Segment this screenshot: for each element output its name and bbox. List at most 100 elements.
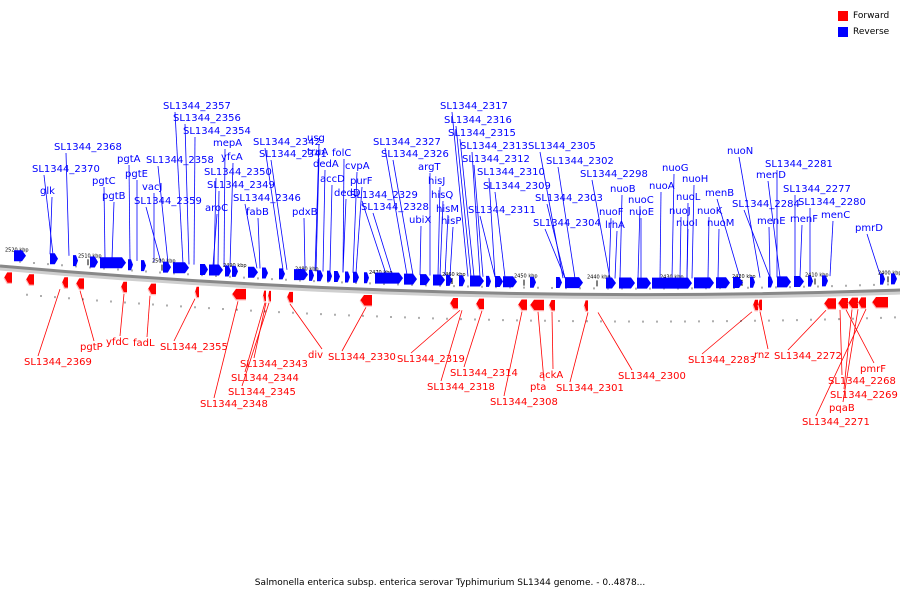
reverse-label-connector — [679, 216, 682, 279]
reverse-label-connector — [314, 143, 320, 272]
forward-label-sl1344-2300: SL1344_2300 — [618, 371, 686, 382]
reverse-gene-arrow — [750, 276, 755, 288]
genome-caption: Salmonella enterica subsp. enterica sero… — [254, 578, 646, 588]
reverse-label-nuon: nuoN — [727, 146, 753, 157]
forward-label-sl1344-2269: SL1344_2269 — [830, 390, 898, 401]
reverse-label-connector — [157, 165, 169, 264]
forward-label-connector — [843, 309, 853, 390]
reverse-gene-arrow — [225, 265, 231, 277]
legend-reverse-label: Reverse — [853, 27, 890, 37]
reverse-gene-arrow — [141, 260, 146, 272]
reverse-label-mepa: mepA — [213, 138, 242, 149]
reverse-label-connector — [451, 111, 469, 277]
reverse-label-connector — [270, 159, 288, 270]
forward-label-sl1344-2301: SL1344_2301 — [556, 383, 624, 394]
legend-item-forward: Forward — [838, 8, 889, 24]
forward-label-connector — [537, 311, 545, 382]
reverse-label-connector — [392, 159, 414, 275]
reverse-gene-arrow — [345, 271, 350, 283]
forward-label-sl1344-2348: SL1344_2348 — [200, 399, 268, 410]
reverse-label-nuoi: nuoI — [676, 218, 698, 229]
reverse-gene-arrow — [733, 277, 743, 289]
forward-gene-arrow — [838, 297, 848, 309]
forward-gene-arrow — [360, 295, 372, 307]
scale-label: 2500 kbp — [152, 259, 176, 265]
forward-gene-shadow — [359, 300, 372, 307]
forward-label-sl1344-2272: SL1344_2272 — [774, 351, 842, 362]
reverse-label-connector — [315, 157, 320, 272]
reverse-label-connector — [459, 138, 475, 277]
forward-gene-arrow — [76, 278, 84, 290]
forward-label-sl1344-2318: SL1344_2318 — [427, 382, 495, 393]
reverse-label-sl1344-2370: SL1344_2370 — [32, 164, 100, 175]
reverse-gene-arrow — [619, 277, 635, 289]
reverse-label-connector — [257, 217, 261, 269]
reverse-label-mend: menD — [756, 170, 786, 181]
reverse-gene-arrow — [880, 273, 885, 285]
forward-gene-shadow — [529, 304, 544, 312]
forward-label-connector — [842, 309, 859, 403]
reverse-label-connector — [557, 166, 576, 279]
reverse-label-connector — [322, 169, 326, 272]
reverse-gene-arrow — [200, 264, 208, 276]
scale-label: 2400 kbp — [878, 270, 900, 276]
reverse-label-sl1344-2304: SL1344_2304 — [533, 218, 601, 229]
reverse-label-connector — [716, 198, 741, 279]
reverse-label-sl1344-2277: SL1344_2277 — [783, 184, 851, 195]
scale-label: 2460 kbp — [442, 272, 466, 278]
forward-label-pqab: pqaB — [829, 403, 855, 414]
reverse-gene-arrow — [317, 270, 323, 282]
forward-gene-arrow — [858, 297, 866, 309]
reverse-gene-arrow — [716, 277, 730, 289]
reverse-label-connector — [479, 215, 496, 278]
forward-gene-arrow — [753, 299, 758, 311]
reverse-label-connector — [264, 147, 284, 270]
reverse-gene-arrow — [173, 262, 189, 274]
reverse-label-sl1344-2342: SL1344_2342 — [253, 137, 321, 148]
forward-gene-shadow — [475, 303, 484, 311]
reverse-label-sl1344-2359: SL1344_2359 — [134, 196, 202, 207]
reverse-label-nuoc: nuoC — [628, 195, 654, 206]
forward-gene-shadow — [847, 302, 858, 310]
reverse-label-connector — [471, 151, 481, 277]
forward-gene-shadow — [757, 304, 762, 312]
reverse-label-connector — [342, 158, 345, 273]
reverse-label-connector — [717, 228, 720, 279]
forward-label-fadl: fadL — [133, 338, 155, 349]
reverse-label-pgtc: pgtC — [92, 176, 116, 187]
reverse-gene-arrow — [364, 272, 369, 284]
scale-label: 2510 kbp — [78, 253, 102, 259]
forward-gene-shadow — [231, 294, 246, 301]
forward-gene-shadow — [752, 305, 758, 312]
reverse-label-accd: accD — [320, 174, 345, 185]
reverse-gene-arrow — [279, 268, 285, 280]
reverse-gene-arrow — [503, 276, 517, 288]
forward-gene-shadow — [837, 303, 848, 310]
reverse-label-sl1344-2309: SL1344_2309 — [483, 181, 551, 192]
reverse-label-sl1344-2368: SL1344_2368 — [54, 142, 122, 153]
forward-gene-shadow — [25, 279, 34, 286]
forward-gene-arrow — [476, 298, 484, 310]
reverse-label-sl1344-2328: SL1344_2328 — [361, 202, 429, 213]
reverse-label-fabb: fabB — [246, 207, 269, 218]
forward-gene-arrow — [549, 299, 555, 311]
reverse-label-pdxb: pdxB — [292, 207, 318, 218]
reverse-label-nuok: nuoK — [697, 206, 723, 217]
reverse-label-connector — [488, 177, 496, 278]
forward-gene-shadow — [548, 305, 555, 312]
reverse-gene-arrow — [420, 274, 430, 286]
reverse-label-dedd: dedD — [334, 188, 361, 199]
forward-label-connector — [701, 311, 753, 355]
forward-label-sl1344-2308: SL1344_2308 — [490, 397, 558, 408]
reverse-label-connector — [212, 213, 218, 266]
reverse-label-connector — [444, 214, 449, 276]
reverse-label-pgtb: pgtB — [102, 191, 126, 202]
reverse-label-connector — [544, 228, 566, 279]
reverse-label-connector — [738, 156, 761, 278]
forward-label-sl1344-2271: SL1344_2271 — [802, 417, 870, 428]
forward-gene-arrow — [232, 288, 246, 300]
forward-label-sl1344-2330: SL1344_2330 — [328, 352, 396, 363]
genome-backbone — [0, 264, 900, 300]
reverse-gene-arrow — [163, 261, 171, 273]
reverse-gene-arrow — [294, 269, 308, 281]
